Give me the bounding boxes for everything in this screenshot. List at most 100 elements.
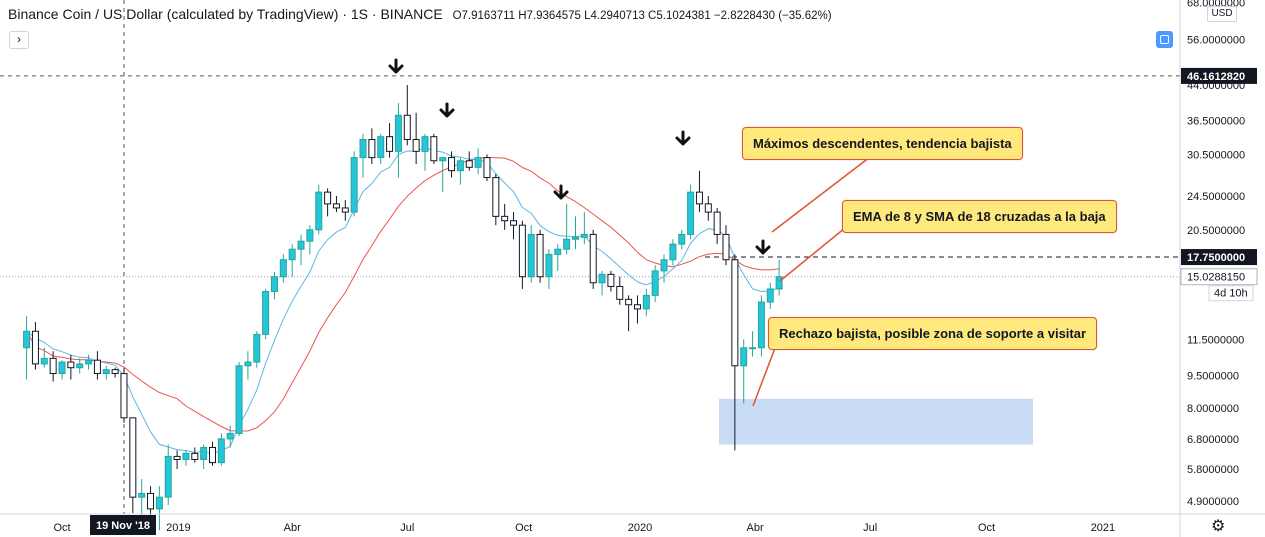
- candle-body[interactable]: [315, 191, 323, 231]
- currency-label[interactable]: USD: [1207, 6, 1237, 22]
- candle-body[interactable]: [625, 298, 633, 306]
- candle-body[interactable]: [633, 304, 641, 310]
- candle-body[interactable]: [474, 157, 482, 168]
- candle-body[interactable]: [501, 215, 509, 222]
- callout-ma-cross[interactable]: EMA de 8 y SMA de 18 cruzadas a la baja: [842, 200, 1117, 233]
- support-zone: [719, 398, 1033, 445]
- expand-legend-button[interactable]: ›: [9, 31, 29, 49]
- candle-body[interactable]: [368, 139, 376, 159]
- candle-body[interactable]: [217, 438, 225, 464]
- candle-body[interactable]: [483, 157, 491, 179]
- candle-body[interactable]: [332, 203, 340, 209]
- candle-body[interactable]: [270, 276, 278, 292]
- candle-body[interactable]: [58, 361, 66, 375]
- candle-body[interactable]: [138, 492, 146, 498]
- candle-body[interactable]: [713, 211, 721, 235]
- candle-body[interactable]: [129, 417, 137, 498]
- candle-body[interactable]: [607, 273, 615, 287]
- candle-body[interactable]: [262, 290, 270, 335]
- candle-body[interactable]: [209, 446, 217, 464]
- candle-body[interactable]: [173, 455, 181, 460]
- candle-body[interactable]: [722, 233, 730, 261]
- candle-body[interactable]: [510, 220, 518, 226]
- candle-body[interactable]: [279, 259, 287, 278]
- candle-body[interactable]: [235, 365, 243, 434]
- candle-body[interactable]: [359, 139, 367, 159]
- candle-body[interactable]: [660, 259, 668, 272]
- candle-body[interactable]: [704, 203, 712, 213]
- candle-body[interactable]: [23, 330, 31, 349]
- candle-body[interactable]: [155, 496, 163, 510]
- candle-body[interactable]: [288, 248, 296, 261]
- candle-body[interactable]: [740, 347, 748, 367]
- candle-body[interactable]: [226, 432, 234, 440]
- countdown-label: 4d 10h: [1214, 288, 1248, 300]
- candle-body[interactable]: [412, 139, 420, 152]
- candle-body[interactable]: [147, 492, 155, 510]
- candle-body[interactable]: [757, 301, 765, 349]
- candle-body[interactable]: [678, 233, 686, 245]
- candle-body[interactable]: [651, 270, 659, 296]
- candle-body[interactable]: [111, 369, 119, 375]
- candle-body[interactable]: [448, 157, 456, 172]
- candle-body[interactable]: [536, 233, 544, 278]
- candle-body[interactable]: [554, 248, 562, 255]
- candle-body[interactable]: [85, 359, 93, 365]
- down-arrow-icon: [755, 239, 771, 255]
- time-tick-label: Jul: [863, 522, 877, 534]
- candle-body[interactable]: [563, 238, 571, 250]
- candle-body[interactable]: [527, 233, 535, 278]
- candle-body[interactable]: [580, 233, 588, 238]
- candle-body[interactable]: [492, 177, 500, 217]
- candle-body[interactable]: [350, 157, 358, 213]
- candle-body[interactable]: [297, 240, 305, 250]
- candle-body[interactable]: [306, 229, 314, 242]
- candle-body[interactable]: [775, 276, 783, 290]
- callout-lower-highs[interactable]: Máximos descendentes, tendencia bajista: [742, 127, 1023, 160]
- callout-rejection[interactable]: Rechazo bajista, posible zona de soporte…: [768, 317, 1098, 350]
- candle-body[interactable]: [749, 347, 757, 350]
- candle-body[interactable]: [687, 191, 695, 235]
- candle-body[interactable]: [164, 455, 172, 498]
- candle-body[interactable]: [341, 207, 349, 213]
- candle-body[interactable]: [76, 363, 84, 369]
- candle-body[interactable]: [403, 114, 411, 141]
- candle-body[interactable]: [324, 191, 332, 205]
- candle-body[interactable]: [200, 446, 208, 460]
- candle-body[interactable]: [49, 357, 57, 375]
- candle-body[interactable]: [40, 357, 48, 365]
- time-tick-label: 2021: [1091, 522, 1115, 534]
- candle-body[interactable]: [731, 259, 739, 367]
- candle-body[interactable]: [465, 160, 473, 168]
- camera-icon[interactable]: [1156, 31, 1173, 48]
- last-price-label: 15.0288150: [1187, 272, 1245, 284]
- candle-body[interactable]: [386, 136, 394, 152]
- candle-body[interactable]: [67, 361, 75, 369]
- candle-body[interactable]: [182, 452, 190, 460]
- candle-body[interactable]: [191, 452, 199, 460]
- candle-body[interactable]: [518, 224, 526, 278]
- candle-body[interactable]: [669, 243, 677, 261]
- candle-body[interactable]: [598, 273, 606, 284]
- candle-body[interactable]: [377, 136, 385, 159]
- candle-body[interactable]: [421, 136, 429, 152]
- candle-body[interactable]: [589, 233, 597, 284]
- candle-body[interactable]: [642, 294, 650, 310]
- gear-icon[interactable]: ⚙: [1211, 518, 1226, 535]
- candle-body[interactable]: [394, 114, 402, 152]
- candle-body[interactable]: [430, 136, 438, 162]
- candle-body[interactable]: [253, 333, 261, 363]
- candle-body[interactable]: [766, 288, 774, 303]
- candle-body[interactable]: [439, 157, 447, 162]
- candle-body[interactable]: [695, 191, 703, 205]
- candle-body[interactable]: [102, 369, 110, 375]
- candle-body[interactable]: [120, 373, 128, 419]
- candle-body[interactable]: [616, 285, 624, 300]
- candle-body[interactable]: [31, 330, 39, 365]
- candle-body[interactable]: [571, 236, 579, 240]
- candle-body[interactable]: [244, 361, 252, 367]
- candle-body[interactable]: [545, 253, 553, 278]
- candle-body[interactable]: [93, 359, 101, 375]
- candle-body[interactable]: [456, 160, 464, 172]
